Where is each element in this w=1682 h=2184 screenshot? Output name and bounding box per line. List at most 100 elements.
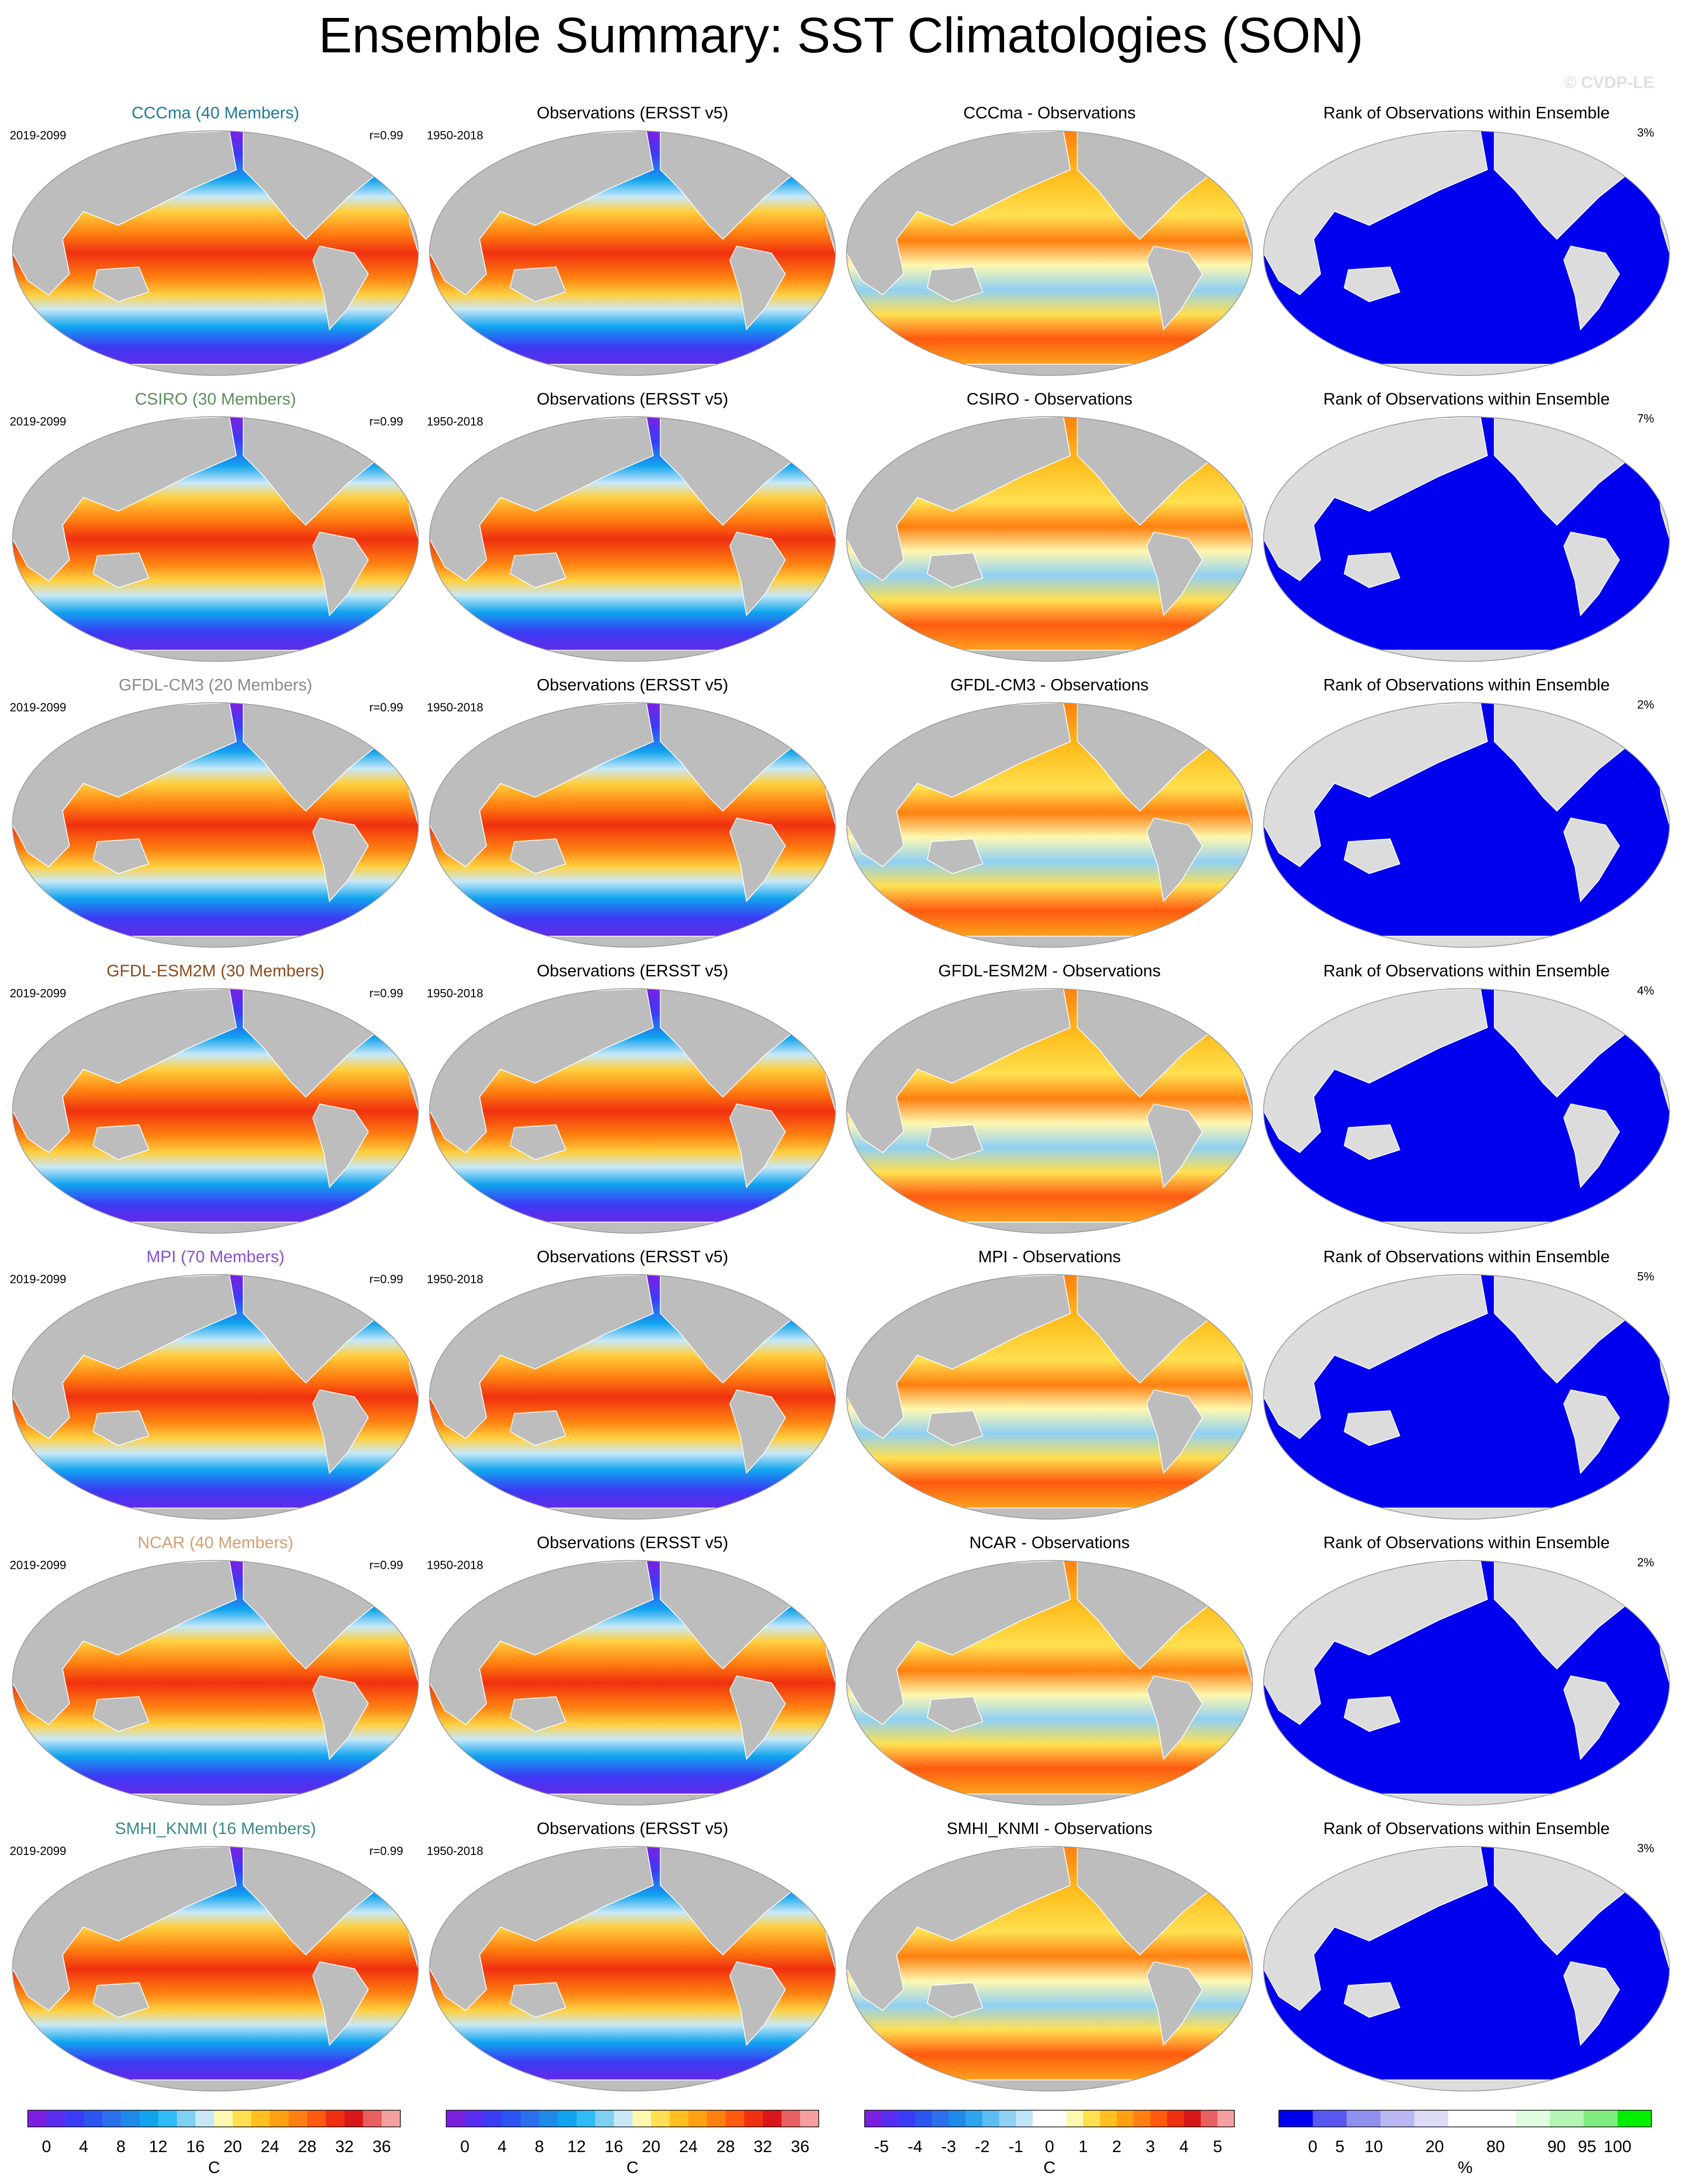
colorbar-box bbox=[1150, 2110, 1168, 2127]
panel-title: CCCma - Observations bbox=[963, 104, 1136, 123]
colorbar-label: 32 bbox=[335, 2138, 353, 2156]
panel-title: CSIRO (30 Members) bbox=[135, 390, 296, 408]
map-field bbox=[429, 702, 836, 948]
globe-outline bbox=[1263, 416, 1670, 662]
period-label: 2019-2099 bbox=[10, 415, 66, 428]
map-panel bbox=[12, 988, 419, 1234]
colorbar-box bbox=[307, 2110, 327, 2127]
colorbar-box bbox=[948, 2110, 966, 2127]
map-panel bbox=[429, 1846, 836, 2092]
colorbar-box bbox=[1083, 2110, 1100, 2127]
colorbar-outline bbox=[27, 2110, 401, 2128]
colorbar-box bbox=[176, 2110, 196, 2127]
period-label: 1950-2018 bbox=[427, 701, 483, 714]
panel-title: GFDL-ESM2M (30 Members) bbox=[107, 962, 325, 980]
colorbar-box bbox=[102, 2110, 122, 2127]
colorbar-box bbox=[539, 2110, 558, 2127]
colorbar-box bbox=[195, 2110, 214, 2127]
map-field bbox=[846, 1274, 1253, 1519]
colorbar-box bbox=[915, 2110, 932, 2127]
colorbar-box bbox=[139, 2110, 159, 2127]
panel-title: Observations (ERSST v5) bbox=[537, 1534, 728, 1552]
colorbar-box bbox=[83, 2110, 103, 2127]
globe-outline bbox=[12, 988, 419, 1234]
map-field bbox=[12, 1846, 419, 2091]
globe-outline bbox=[429, 130, 836, 376]
period-label: 2019-2099 bbox=[10, 1273, 66, 1286]
colorbar-box bbox=[446, 2110, 466, 2127]
map-panel bbox=[429, 1274, 836, 1520]
map-panel bbox=[846, 702, 1253, 948]
colorbar-label: 4 bbox=[79, 2138, 89, 2156]
colorbar-label: 5 bbox=[1335, 2138, 1345, 2156]
map-field bbox=[1263, 702, 1670, 948]
panel-title: SMHI_KNMI - Observations bbox=[947, 1820, 1153, 1838]
colorbar-label: 0 bbox=[460, 2138, 470, 2156]
panel-title: MPI - Observations bbox=[978, 1248, 1121, 1266]
colorbar: 0 5 10 20 80 90 95 100% bbox=[1278, 2110, 1652, 2177]
colorbar-box bbox=[982, 2110, 1000, 2127]
colorbar: 0 4 8 12 16 20 24 28 32 36 C bbox=[446, 2110, 820, 2177]
correlation-label: r=0.99 bbox=[369, 987, 403, 1000]
panel-title: Rank of Observations within Ensemble bbox=[1324, 676, 1610, 694]
map-panel bbox=[429, 416, 836, 662]
colorbar-box bbox=[1414, 2110, 1449, 2127]
colorbar-box bbox=[651, 2110, 671, 2127]
map-panel bbox=[12, 416, 419, 662]
panel-title: MPI (70 Members) bbox=[147, 1248, 285, 1266]
colorbar-box bbox=[381, 2110, 401, 2127]
period-label: 1950-2018 bbox=[427, 1559, 483, 1572]
colorbar-box bbox=[1049, 2110, 1067, 2127]
colorbar-box bbox=[595, 2110, 614, 2127]
period-label: 1950-2018 bbox=[427, 1273, 483, 1286]
colorbar-box bbox=[558, 2110, 577, 2127]
map-field bbox=[846, 1560, 1253, 1805]
colorbar-box bbox=[965, 2110, 983, 2127]
map-field bbox=[429, 416, 836, 662]
panel-title: Rank of Observations within Ensemble bbox=[1324, 1820, 1610, 1838]
colorbar-box bbox=[1515, 2110, 1550, 2127]
map-panel bbox=[12, 1560, 419, 1806]
map-field bbox=[12, 702, 419, 948]
map-panel bbox=[1263, 1846, 1670, 2092]
period-label: 1950-2018 bbox=[427, 1845, 483, 1858]
map-field bbox=[1263, 1274, 1670, 1519]
correlation-label: r=0.99 bbox=[369, 130, 403, 143]
colorbar-label: -3 bbox=[941, 2138, 956, 2156]
colorbar-label: 95 bbox=[1578, 2138, 1596, 2156]
globe-outline bbox=[846, 988, 1253, 1234]
colorbar-label: 20 bbox=[1425, 2138, 1444, 2156]
period-label: 1950-2018 bbox=[427, 415, 483, 428]
map-field bbox=[429, 1274, 836, 1519]
colorbar-box bbox=[864, 2110, 882, 2127]
colorbar-label: 0 bbox=[42, 2138, 51, 2156]
map-panel bbox=[1263, 702, 1670, 948]
colorbar: 0 4 8 12 16 20 24 28 32 36 C bbox=[27, 2110, 401, 2177]
correlation-label: r=0.99 bbox=[369, 1273, 403, 1286]
colorbar-label: 1 bbox=[1078, 2138, 1088, 2156]
colorbar-box bbox=[688, 2110, 707, 2127]
map-panel bbox=[12, 702, 419, 948]
colorbar-box bbox=[632, 2110, 652, 2127]
map-panel bbox=[429, 1560, 836, 1806]
panel-title: Rank of Observations within Ensemble bbox=[1324, 390, 1610, 408]
rank-percent: 3% bbox=[1637, 1843, 1654, 1855]
colorbar-box bbox=[1032, 2110, 1050, 2127]
colorbar-box bbox=[1066, 2110, 1084, 2127]
colorbar-box bbox=[576, 2110, 596, 2127]
colorbar-unit: C bbox=[627, 2159, 639, 2177]
colorbar-box bbox=[1117, 2110, 1134, 2127]
panel-title: CCCma (40 Members) bbox=[132, 104, 299, 123]
colorbar-box bbox=[725, 2110, 745, 2127]
rank-percent: 4% bbox=[1637, 985, 1654, 998]
map-panel bbox=[846, 130, 1253, 376]
map-field bbox=[12, 1560, 419, 1805]
map-panel bbox=[1263, 988, 1670, 1234]
colorbar-box bbox=[1279, 2110, 1313, 2127]
globe-outline bbox=[429, 416, 836, 662]
colorbar-box bbox=[1217, 2110, 1235, 2127]
colorbar-box bbox=[1617, 2110, 1652, 2127]
colorbar-box bbox=[158, 2110, 177, 2127]
colorbar-box bbox=[1482, 2110, 1516, 2127]
